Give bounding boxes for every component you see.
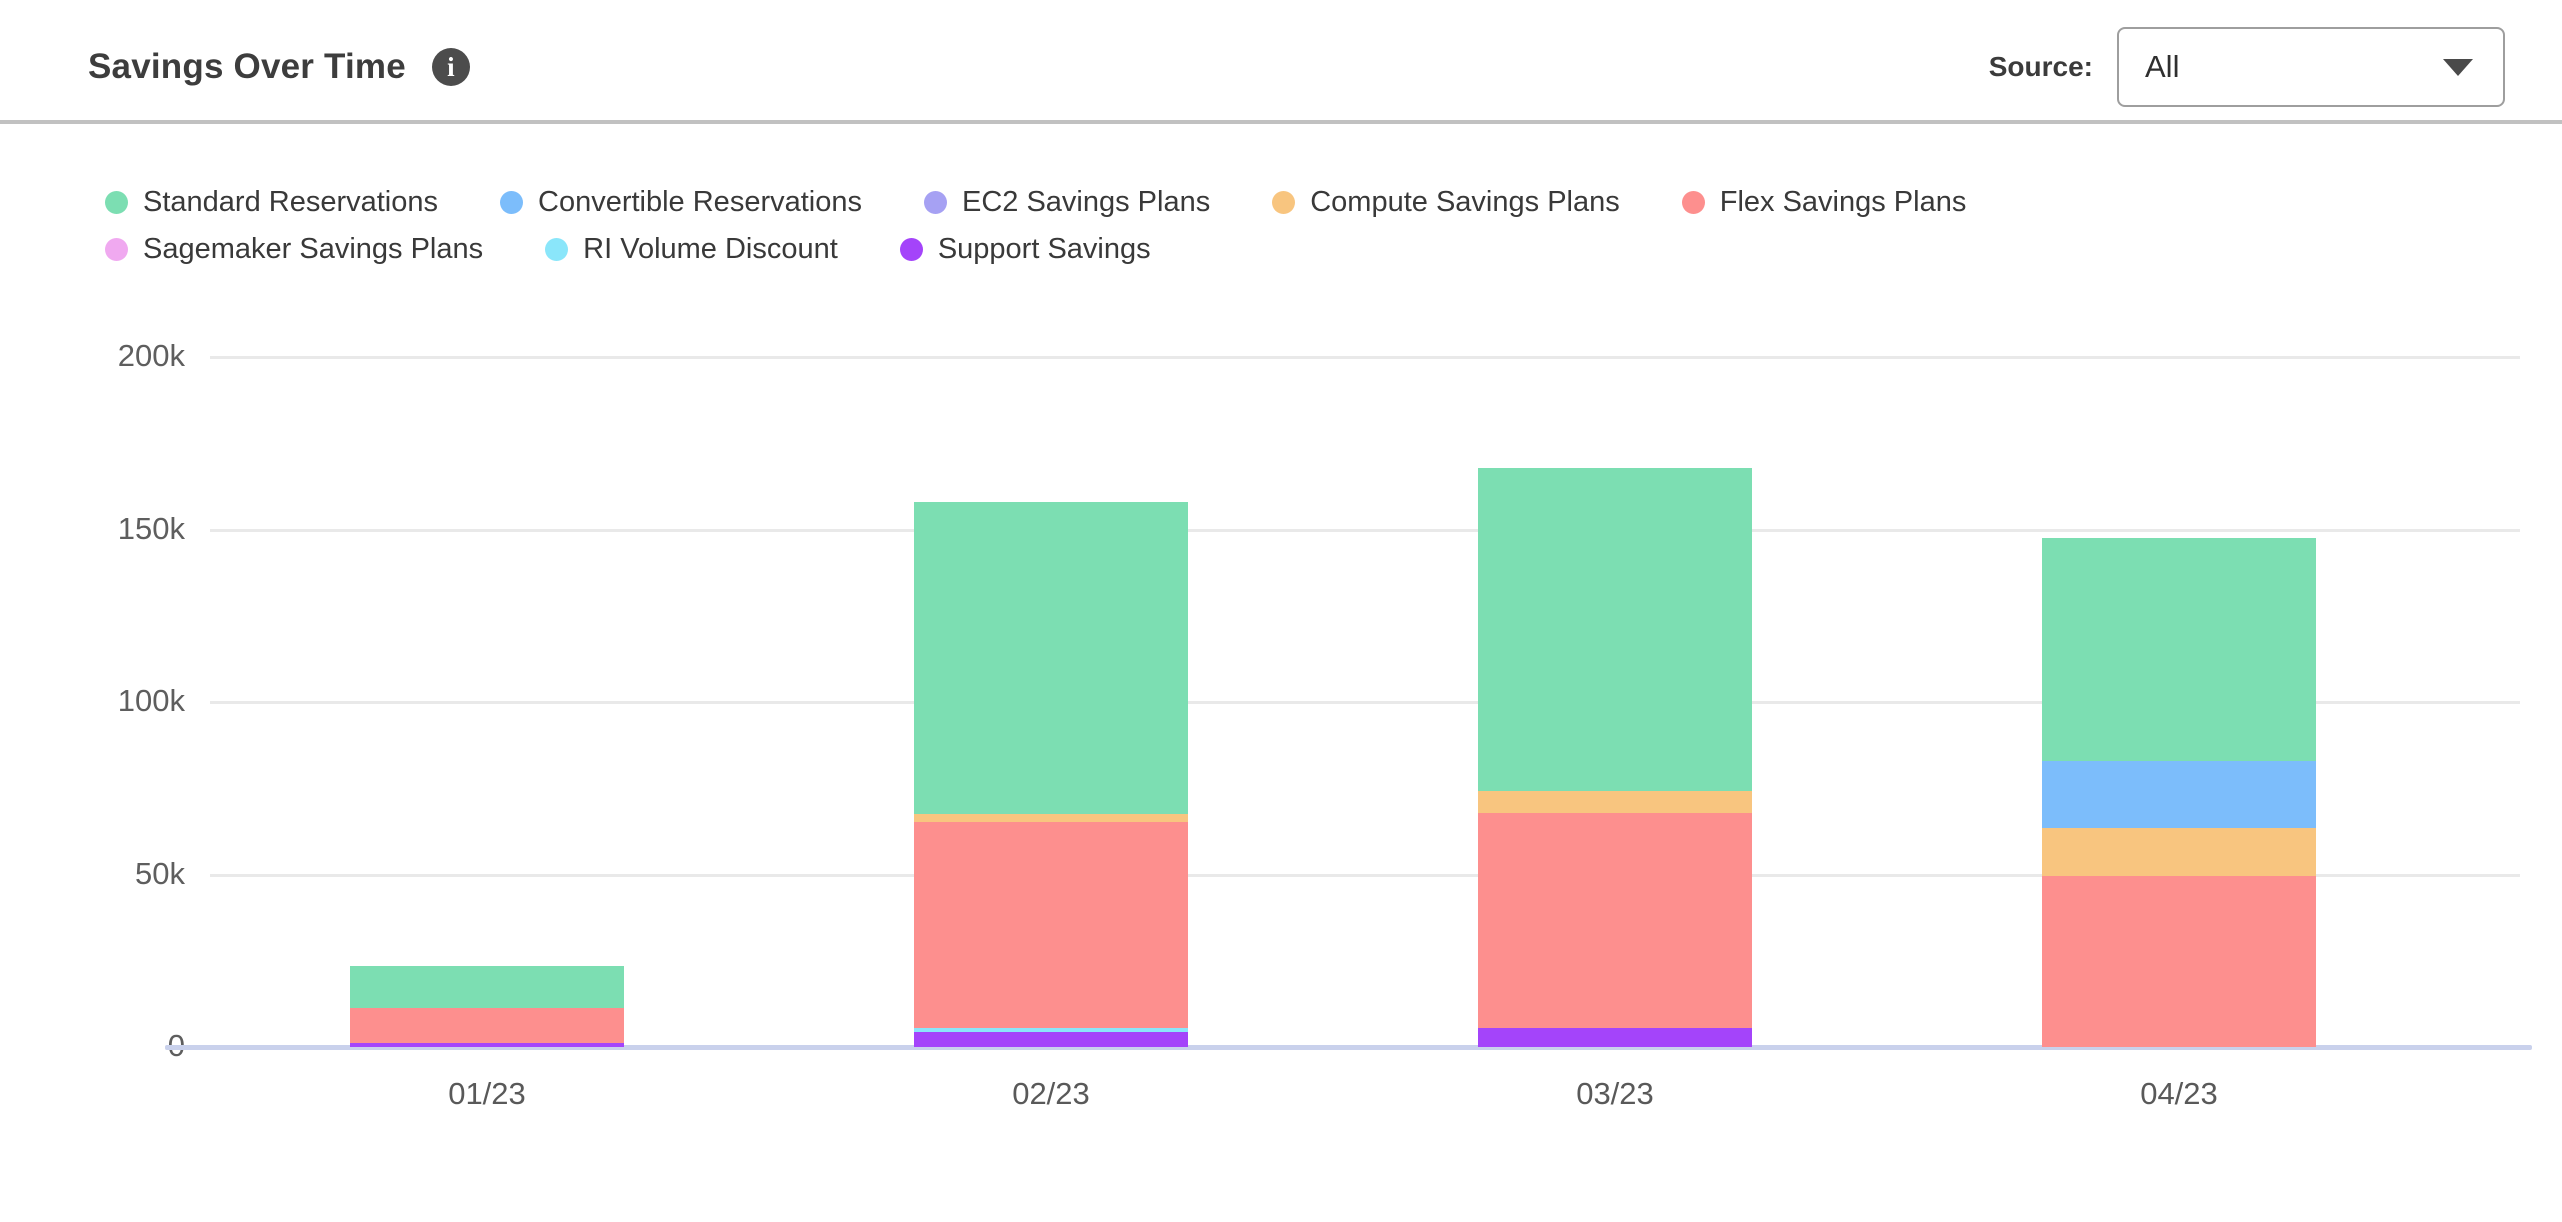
bar-segment[interactable] [1478, 791, 1752, 813]
legend-label: Standard Reservations [143, 186, 438, 218]
bar-segment[interactable] [350, 1008, 624, 1043]
bar-segment[interactable] [914, 814, 1188, 822]
y-gridline-100k [210, 701, 2520, 704]
legend-item[interactable]: RI Volume Discount [545, 233, 838, 266]
chart-legend: Standard Reservations Convertible Reserva… [105, 186, 2255, 266]
legend-dot-icon [105, 238, 128, 261]
x-axis-line [165, 1045, 2532, 1050]
x-axis-tick-label: 04/23 [2140, 1076, 2218, 1111]
chart-header: Savings Over Time i Source: All [0, 0, 2562, 120]
legend-label: Sagemaker Savings Plans [143, 233, 484, 265]
legend-item[interactable]: Standard Reservations [105, 186, 438, 219]
y-axis-tick-label: 200k [117, 338, 185, 373]
header-divider [0, 120, 2562, 124]
legend-dot-icon [899, 238, 923, 261]
legend-item[interactable]: Convertible Reservations [500, 186, 862, 219]
bar-04/23 [2042, 538, 2316, 1047]
bar-01/23 [350, 966, 624, 1047]
legend-dot-icon [545, 238, 569, 261]
bar-segment[interactable] [350, 966, 624, 1008]
bar-02/23 [914, 502, 1188, 1047]
bar-segment[interactable] [2042, 828, 2316, 876]
chevron-down-icon [2443, 58, 2473, 76]
bar-segment[interactable] [2042, 538, 2316, 761]
legend-label: EC2 Savings Plans [961, 186, 1211, 218]
source-dropdown[interactable]: All [2117, 27, 2505, 107]
bar-segment[interactable] [350, 1043, 624, 1047]
y-axis-tick-label: 100k [117, 683, 185, 718]
y-axis-tick-label: 0 [35, 1028, 185, 1064]
y-axis-tick-label: 150k [117, 510, 185, 546]
legend-item[interactable]: Support Savings [899, 233, 1151, 266]
x-axis-tick-label: 02/23 [1012, 1076, 1090, 1111]
y-gridline-150k [210, 528, 2520, 532]
legend-dot-icon [1681, 191, 1705, 214]
legend-dot-icon [500, 191, 523, 214]
legend-label: Support Savings [937, 233, 1151, 265]
legend-item[interactable]: EC2 Savings Plans [923, 186, 1211, 219]
legend-label: Compute Savings Plans [1310, 186, 1620, 218]
y-gridline-200k [210, 356, 2520, 359]
bar-segment[interactable] [914, 822, 1188, 1028]
legend-dot-icon [923, 191, 947, 214]
bar-segment[interactable] [1478, 813, 1752, 1028]
legend-dot-icon [1272, 191, 1296, 214]
bar-segment[interactable] [2042, 761, 2316, 828]
y-axis-tick-label: 50k [135, 855, 185, 891]
bar-segment[interactable] [914, 502, 1188, 814]
bar-segment[interactable] [914, 1028, 1188, 1032]
legend-label: Flex Savings Plans [1719, 186, 1967, 218]
legend-label: RI Volume Discount [583, 233, 838, 265]
bar-segment[interactable] [914, 1032, 1188, 1047]
bar-segment[interactable] [1478, 468, 1752, 791]
legend-dot-icon [105, 191, 128, 214]
page-title: Savings Over Time [88, 47, 406, 86]
x-axis-tick-label: 01/23 [448, 1076, 526, 1111]
info-icon[interactable]: i [431, 48, 470, 86]
legend-label: Convertible Reservations [538, 186, 862, 218]
legend-item[interactable]: Flex Savings Plans [1681, 186, 1967, 219]
bar-segment[interactable] [2042, 876, 2316, 1047]
x-axis-tick-label: 03/23 [1576, 1076, 1654, 1111]
y-gridline-50k [210, 873, 2520, 877]
source-label: Source: [1988, 51, 2093, 82]
bar-03/23 [1478, 468, 1752, 1047]
bar-segment[interactable] [1478, 1028, 1752, 1047]
legend-item[interactable]: Sagemaker Savings Plans [105, 233, 483, 266]
legend-item[interactable]: Compute Savings Plans [1272, 186, 1620, 219]
source-dropdown-value: All [2145, 49, 2180, 84]
